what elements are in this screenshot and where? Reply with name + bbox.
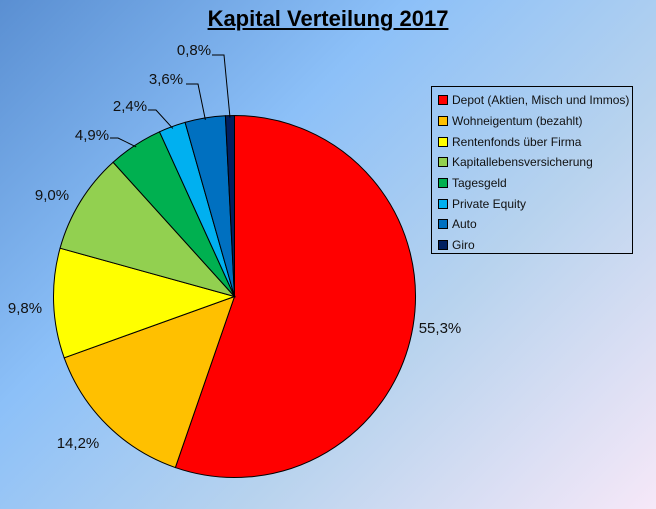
data-label: 4,9% [75,127,109,144]
pie-slice [174,114,416,478]
legend-entry: Giro [438,235,632,256]
leader-line [110,137,137,148]
legend-swatch [438,136,448,147]
legend-label: Auto [452,217,477,232]
leader-line [212,54,231,118]
legend-entry: Depot (Aktien, Misch und Immos) [438,90,632,111]
data-label: 3,6% [149,71,183,88]
legend-swatch [438,198,448,209]
legend-entry: Private Equity [438,193,632,214]
legend-entry: Auto [438,214,632,235]
legend: Depot (Aktien, Misch und Immos) Wohneigen… [431,86,633,254]
legend-entry: Rentenfonds über Firma [438,131,632,152]
leader-line [186,83,206,120]
legend-entry: Kapitallebensversicherung [438,152,632,173]
pie-slice [63,295,236,469]
legend-swatch [438,178,448,189]
chart-title: Kapital Verteilung 2017 [207,6,449,31]
legend-swatch [438,95,448,106]
pie-slice [59,161,237,298]
data-label: 14,2% [57,435,100,452]
legend-label: Private Equity [452,196,527,211]
data-label: 55,3% [419,320,462,337]
legend-swatch [438,240,448,251]
legend-label: Giro [452,238,475,253]
leader-line [148,109,174,129]
legend-label: Tagesgeld [452,176,507,191]
data-label: 2,4% [113,98,147,115]
legend-label: Depot (Aktien, Misch und Immos) [452,93,630,108]
legend-label: Rentenfonds über Firma [452,134,582,149]
legend-entry: Tagesgeld [438,173,632,194]
legend-label: Wohneigentum (bezahlt) [452,114,583,129]
legend-label: Kapitallebensversicherung [452,155,593,170]
legend-swatch [438,219,448,230]
pie-slice [53,247,237,359]
data-label: 9,8% [8,300,42,317]
data-label: 9,0% [35,187,69,204]
legend-swatch [438,116,448,127]
data-label: 0,8% [177,42,211,59]
legend-swatch [438,157,448,168]
legend-entry: Wohneigentum (bezahlt) [438,111,632,132]
